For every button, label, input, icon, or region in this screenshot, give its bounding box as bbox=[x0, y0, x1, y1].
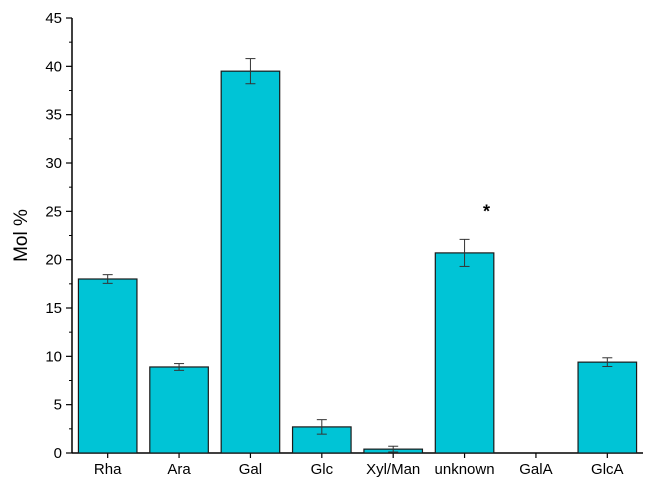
significance-asterisk: * bbox=[483, 201, 490, 221]
y-tick-label: 5 bbox=[54, 397, 62, 414]
x-tick-label: Glc bbox=[311, 461, 334, 478]
y-tick-label: 15 bbox=[45, 300, 62, 317]
y-tick-label: 30 bbox=[45, 155, 62, 172]
bars bbox=[77, 70, 638, 454]
x-tick-label: Xyl/Man bbox=[366, 461, 420, 478]
y-tick-label: 10 bbox=[45, 348, 62, 365]
y-axis-title: Mol % bbox=[11, 209, 32, 262]
x-tick-label: Gal bbox=[239, 461, 262, 478]
bar-glca bbox=[577, 361, 638, 454]
y-tick-label: 40 bbox=[45, 58, 62, 75]
y-tick-label: 20 bbox=[45, 252, 62, 269]
y-tick-label: 35 bbox=[45, 107, 62, 124]
bar-unknown bbox=[434, 252, 495, 454]
bar-gal bbox=[220, 70, 281, 454]
annotations: * bbox=[483, 201, 490, 221]
y-tick-label: 45 bbox=[45, 10, 62, 27]
y-tick-label: 25 bbox=[45, 203, 62, 220]
x-axis: Rha Ara Gal Glc Xyl/Man unknown GalA GlcA bbox=[72, 452, 643, 478]
y-tick-label: 0 bbox=[54, 445, 62, 462]
x-tick-label: Ara bbox=[167, 461, 191, 478]
x-tick-label: unknown bbox=[435, 461, 495, 478]
x-tick-label: GlcA bbox=[591, 461, 624, 478]
bar-rha bbox=[77, 278, 138, 454]
bar-ara bbox=[149, 366, 209, 454]
y-axis: 0 5 10 15 20 25 30 35 40 45 bbox=[45, 10, 73, 462]
x-tick-label: GalA bbox=[519, 461, 552, 478]
x-tick-label: Rha bbox=[94, 461, 122, 478]
error-bars bbox=[102, 58, 613, 453]
